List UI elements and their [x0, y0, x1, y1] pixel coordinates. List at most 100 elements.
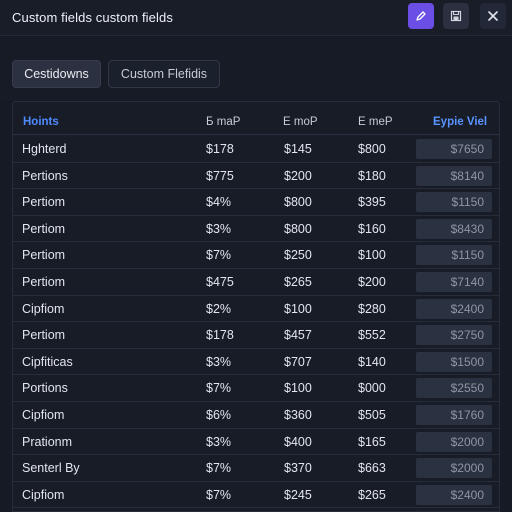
row-value-cell: $100: [358, 248, 386, 263]
row-value-cell: $475: [206, 275, 234, 289]
row-value-cell: $180: [358, 168, 386, 183]
row-value-cell: $360: [284, 408, 312, 422]
table-row[interactable]: Pertiom $475 $265 $200 $7140: [13, 269, 499, 296]
close-button[interactable]: [480, 3, 506, 29]
row-name-cell: Pertiom: [22, 328, 66, 343]
value-field[interactable]: $2750: [416, 325, 492, 346]
value-field[interactable]: $2400: [416, 298, 492, 319]
row-value-cell: $800: [358, 142, 386, 156]
value-field[interactable]: $1760: [416, 405, 492, 425]
row-name-cell: Cipfiom: [22, 408, 65, 422]
value-field[interactable]: $1500: [416, 351, 492, 372]
table-row[interactable]: Cipfiom $2% $100 $280 $2400: [13, 296, 499, 323]
row-value-cell: $140: [358, 354, 386, 369]
row-value-cell: $7%: [206, 248, 232, 263]
row-value-cell: $707: [284, 354, 312, 369]
row-value-cell: $200: [284, 168, 312, 183]
row-name-cell: Pertiom: [22, 275, 66, 289]
table-row[interactable]: Cipfiticas $3% $707 $140 $1500: [13, 349, 499, 376]
table-row[interactable]: Pertiom $3% $800 $160 $8430: [13, 216, 499, 243]
row-value-cell: $200: [358, 275, 386, 289]
row-value-cell: $2%: [206, 301, 232, 316]
value-field[interactable]: $8430: [416, 218, 492, 239]
row-name-cell: Portions: [22, 381, 68, 396]
pencil-icon: [416, 11, 426, 21]
row-value-cell: $100: [284, 301, 312, 316]
row-value-cell: $3%: [206, 221, 232, 236]
save-icon: [450, 10, 462, 22]
value-field[interactable]: $8140: [416, 165, 492, 186]
row-name-cell: Pertiom: [22, 248, 66, 263]
row-value-cell: $3%: [206, 354, 232, 369]
table-row[interactable]: Prationm $3% $400 $165 $2000: [13, 429, 499, 456]
table-row[interactable]: Pertions $775 $200 $180 $8140: [13, 163, 499, 190]
table-row[interactable]: Portions $7% $100 $000 $2550: [13, 375, 499, 402]
row-name-cell: Pertiom: [22, 221, 66, 236]
table-row[interactable]: Pertiom $4% $800 $395 $1150: [13, 189, 499, 216]
row-name-cell: Hghterd: [22, 142, 67, 156]
row-value-cell: $457: [284, 328, 312, 343]
row-value-cell: $7%: [206, 461, 232, 476]
table-row[interactable]: Senterl By $7% $370 $663 $2000: [13, 455, 499, 482]
row-value-cell: $265: [358, 487, 386, 502]
column-header-3[interactable]: Е meP: [358, 116, 393, 128]
value-field[interactable]: $2000: [416, 431, 492, 452]
save-button[interactable]: [443, 3, 469, 29]
window-title: Custom fields custom fields: [12, 10, 173, 25]
row-name-cell: Prationm: [22, 434, 73, 449]
title-bar: Custom fields custom fields: [0, 0, 512, 36]
table-row[interactable]: Cipfiom $6% $360 $505 $1760: [13, 402, 499, 429]
row-value-cell: $552: [358, 328, 386, 343]
column-header-2[interactable]: Е moP: [283, 116, 318, 128]
value-field[interactable]: $2400: [416, 484, 492, 505]
tab-custom-flefidis[interactable]: Custom Flefidis: [108, 60, 220, 88]
row-name-cell: Cipfiticas: [22, 354, 73, 369]
row-value-cell: $395: [358, 195, 386, 210]
column-header-eypie-viel[interactable]: Eypie Viel: [433, 116, 488, 128]
row-value-cell: $245: [284, 487, 312, 502]
table-header: Hoints Б maP Е moP Е meP Eypie Viel: [13, 102, 499, 135]
table-row[interactable]: Hghterd $178 $145 $800 $7650: [13, 136, 499, 163]
row-value-cell: $160: [358, 221, 386, 236]
row-value-cell: $7%: [206, 381, 232, 396]
value-field[interactable]: $2000: [416, 458, 492, 479]
edit-button[interactable]: [408, 3, 434, 29]
table-row[interactable]: Pertiom $7% $250 $100 $1150: [13, 242, 499, 269]
row-value-cell: $400: [284, 434, 312, 449]
table-row[interactable]: Cipfiom $7% $245 $265 $2400: [13, 482, 499, 509]
row-value-cell: $265: [284, 275, 312, 289]
row-value-cell: $145: [284, 142, 312, 156]
row-value-cell: $178: [206, 142, 234, 156]
row-value-cell: $3%: [206, 434, 232, 449]
row-value-cell: $6%: [206, 408, 232, 422]
column-header-1[interactable]: Б maP: [206, 116, 241, 128]
value-field[interactable]: $2550: [416, 378, 492, 399]
row-value-cell: $100: [284, 381, 312, 396]
data-table: Hoints Б maP Е moP Е meP Eypie Viel Hght…: [12, 101, 500, 512]
row-name-cell: Senterl By: [22, 461, 80, 476]
value-field[interactable]: $7650: [416, 139, 492, 159]
table-row[interactable]: Pertiom $178 $457 $552 $2750: [13, 322, 499, 349]
row-value-cell: $7%: [206, 487, 232, 502]
row-name-cell: Cipfiom: [22, 487, 65, 502]
row-value-cell: $775: [206, 168, 234, 183]
row-name-cell: Pertiom: [22, 195, 66, 210]
value-field[interactable]: $1150: [416, 192, 492, 213]
row-name-cell: Cipfiom: [22, 301, 65, 316]
row-value-cell: $280: [358, 301, 386, 316]
tab-bar: Cestidowns Custom Flefidis: [0, 37, 512, 101]
value-field[interactable]: $7140: [416, 272, 492, 292]
row-value-cell: $663: [358, 461, 386, 476]
close-icon: [488, 11, 498, 21]
row-value-cell: $4%: [206, 195, 232, 210]
tab-cestidowns[interactable]: Cestidowns: [12, 60, 101, 88]
column-header-hoints[interactable]: Hoints: [23, 116, 59, 128]
row-value-cell: $250: [284, 248, 312, 263]
row-value-cell: $800: [284, 195, 312, 210]
row-value-cell: $000: [358, 381, 386, 396]
value-field[interactable]: $1150: [416, 245, 492, 266]
row-value-cell: $505: [358, 408, 386, 422]
row-value-cell: $370: [284, 461, 312, 476]
row-name-cell: Pertions: [22, 168, 68, 183]
row-value-cell: $800: [284, 221, 312, 236]
